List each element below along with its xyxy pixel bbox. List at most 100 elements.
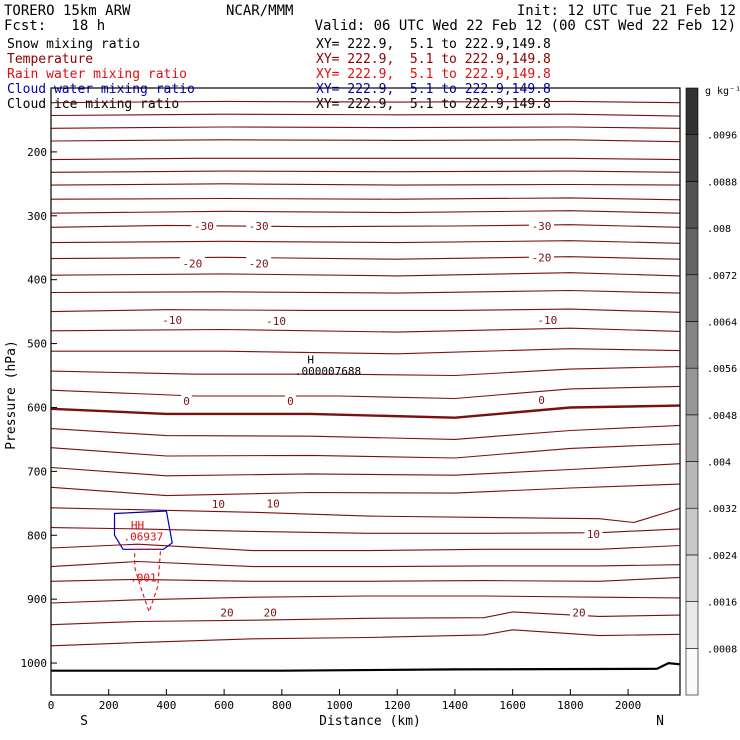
contour-label-mask [536,392,548,406]
contour-label-mask [570,605,589,619]
legend-label: Cloud water mixing ratio [7,82,195,97]
x-tick-label: 1400 [442,699,469,712]
contour-label-mask [159,312,185,326]
y-tick-label: 600 [27,401,47,414]
forecast-hour: Fcst: 18 h [4,18,105,34]
colorbar-label: .0016 [707,598,737,609]
contour-labels: -30 -30 -30 -20 -20 -20 -10 -10 -10 0 0 0 10 10 10 20 20… [123,219,603,620]
temperature-label: 10 [587,528,600,541]
temperature-contour [50,576,681,582]
legend-label: Cloud ice mixing ratio [7,97,179,112]
temperature-label: -30 [194,220,214,233]
colorbar-box [685,601,699,649]
legend-xy: XY= 222.9, 5.1 to 222.9,149.8 [316,37,551,52]
temperature-contour [50,327,681,333]
temperature-label: 20 [264,607,277,620]
colorbar-label: .004 [707,458,731,469]
center-title: NCAR/MMM [226,3,293,19]
x-tick-label: 200 [99,699,119,712]
temperature-label: 20 [220,607,233,620]
colorbar-box [685,414,699,462]
annotation-label: .06937 [123,530,163,543]
colorbar-box [685,461,699,509]
temperature-contour [50,507,681,524]
temperature-label: -10 [537,314,557,327]
contour-label-mask [246,256,272,270]
temperature-contour [50,629,681,647]
plot-frame [50,87,681,696]
x-tick-label: 400 [156,699,176,712]
temperature-contour [50,126,681,129]
x-tick-label: 800 [272,699,292,712]
legend-label: Temperature [7,52,93,67]
contour-label-mask [284,394,296,408]
x-axis-title: Distance (km) [319,714,421,729]
temperature-label: -30 [532,220,552,233]
temperature-contour [50,183,681,186]
colorbar-label: .0048 [707,411,737,422]
temperature-contour [50,139,681,143]
temperature-contour [50,308,681,313]
temperature-contour [50,289,681,294]
temperature-contour [50,560,681,568]
colorbar-label: .0032 [707,504,737,515]
contour-label-mask [529,250,555,264]
colorbar-label: .0096 [707,131,737,142]
legend-label: Snow mixing ratio [7,37,140,52]
contour-label-mask [218,605,237,619]
contour-label-mask [246,219,272,233]
colorbar-label: .0024 [707,551,737,562]
y-axis-title: Pressure (hPa) [4,340,19,450]
colorbar-box [685,367,699,416]
y-tick-label: 300 [27,210,47,223]
temperature-contour [50,483,681,497]
temperature-label: -10 [162,314,182,327]
colorbar: .0008 .0016 .0024 .0032 .004 .0048 .0056 .0064.… [685,87,737,696]
temperature-contour [50,240,681,244]
x-tick-label: 1800 [557,699,584,712]
contour-label-mask [584,526,603,540]
contour-label-mask [191,219,217,233]
temperature-label: 20 [572,607,585,620]
x-tick-label: 1000 [326,699,353,712]
legend-xy: XY= 222.9, 5.1 to 222.9,149.8 [316,82,551,97]
contour-label-mask [179,256,205,270]
temperature-contour [50,443,681,459]
temperature-contour [50,272,681,277]
x-tick-label: 0 [48,699,55,712]
temperature-contour [50,385,681,400]
temperature-label: 10 [212,498,225,511]
model-title: TORERO 15km ARW [4,3,131,19]
legend-xy: XY= 222.9, 5.1 to 222.9,149.8 [316,97,551,112]
colorbar-box [685,274,699,322]
y-tick-label: 900 [27,593,47,606]
temperature-contour [50,404,681,419]
colorbar-box [685,648,699,696]
temperature-contour [50,157,681,161]
x-tick-label: 1200 [384,699,411,712]
x-tick-label: 600 [214,699,234,712]
hydrometeor-contours [113,510,173,614]
temperature-contour [50,224,681,228]
colorbar-label: .0064 [707,317,737,328]
temperature-label: 10 [267,497,280,510]
annotation-label: HH [131,519,144,532]
y-tick-label: 200 [27,146,47,159]
colorbar-label: .008 [707,224,731,235]
x-end-label-left: S [80,714,88,729]
colorbar-box [685,321,699,369]
contour-label-mask [181,394,193,408]
temperature-label: -20 [182,258,202,271]
y-tick-label: 700 [27,465,47,478]
annotation-label: .000007688 [295,365,361,378]
legend: Snow mixing ratio XY= 222.9, 5.1 to 222.… [7,37,551,112]
temperature-contour [50,170,681,173]
colorbar-label: .0008 [707,644,737,655]
init-time: Init: 12 UTC Tue 21 Feb 12 [517,3,736,19]
contour-label-mask [264,496,283,510]
legend-label: Rain water mixing ratio [7,67,187,82]
y-tick-label: 800 [27,529,47,542]
temperature-label: -20 [532,251,552,264]
temperature-label: -10 [266,315,286,328]
